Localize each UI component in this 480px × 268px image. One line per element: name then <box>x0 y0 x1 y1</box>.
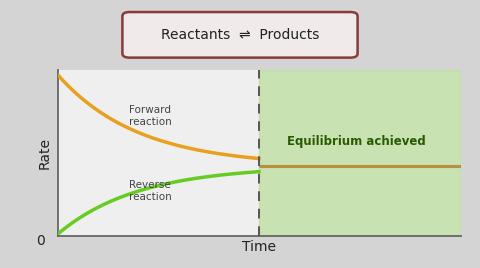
Text: Reactants  ⇌  Products: Reactants ⇌ Products <box>161 28 319 42</box>
X-axis label: Time: Time <box>242 240 276 254</box>
Text: Equilibrium achieved: Equilibrium achieved <box>287 135 425 148</box>
Bar <box>259 70 461 236</box>
Text: Reverse
reaction: Reverse reaction <box>129 180 172 202</box>
Y-axis label: Rate: Rate <box>38 137 52 169</box>
Text: 0: 0 <box>36 234 45 248</box>
Text: Forward
reaction: Forward reaction <box>129 105 172 127</box>
